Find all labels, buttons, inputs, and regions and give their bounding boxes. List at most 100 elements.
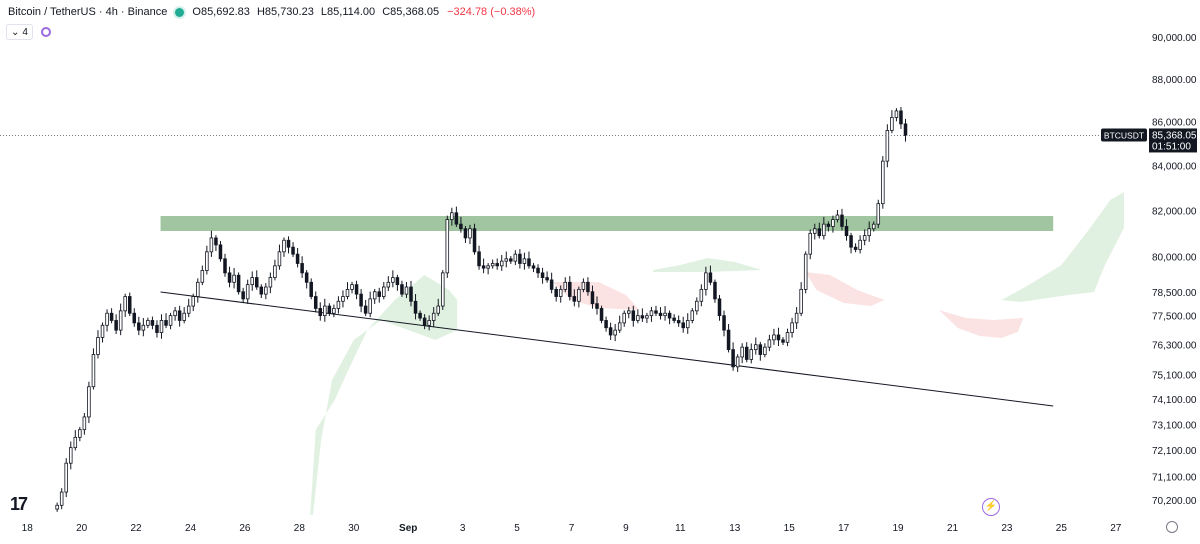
candle-up: [627, 310, 631, 314]
x-tick-label: 13: [729, 523, 741, 534]
ticker-label: BTCUSDT: [1104, 130, 1144, 140]
candle-down: [223, 258, 227, 274]
candle-down: [509, 258, 513, 262]
x-tick-label: 22: [131, 523, 143, 534]
candle-up: [64, 462, 68, 493]
candle-down: [127, 296, 132, 314]
candle-up: [749, 349, 754, 360]
symbol-legend[interactable]: Bitcoin / TetherUS · 4h · Binance O85,69…: [8, 4, 535, 20]
candle-down: [758, 344, 763, 355]
indicators-toggle[interactable]: ⌄ 4: [6, 24, 33, 40]
candle-up: [685, 320, 690, 329]
price-badge: [1149, 128, 1197, 153]
candle-up: [123, 296, 127, 312]
indicator-loading-icon[interactable]: [40, 27, 51, 37]
candle-up: [87, 386, 91, 418]
candle-down: [586, 281, 590, 293]
chevron-down-icon: ⌄: [11, 26, 20, 38]
candle-up: [186, 305, 191, 314]
y-tick-label: 88,000.00: [1152, 75, 1197, 86]
candle-up: [118, 310, 123, 331]
ticker-badge: [1101, 128, 1147, 142]
candle-up: [91, 354, 96, 388]
cloud-green-area: [1001, 192, 1124, 302]
cloud-red-area: [805, 272, 885, 306]
candle-up: [617, 322, 622, 331]
tradingview-logo-icon[interactable]: 17: [10, 494, 28, 514]
candle-down: [313, 296, 318, 309]
candle-down: [631, 310, 636, 321]
candle-down: [853, 246, 858, 250]
bolt-icon[interactable]: ⚡: [982, 498, 1000, 516]
candle-up: [196, 281, 200, 297]
candle-up: [735, 356, 740, 368]
y-tick-label: 75,100.00: [1152, 370, 1197, 381]
candle-down: [363, 305, 368, 314]
candle-down: [713, 281, 717, 300]
candle-up: [332, 308, 336, 314]
cloud-green-area: [653, 258, 762, 272]
gear-icon[interactable]: [1166, 521, 1178, 533]
candle-up: [268, 277, 273, 288]
candle-up: [794, 312, 799, 324]
candle-down: [717, 298, 722, 317]
x-tick-label: 15: [784, 523, 796, 534]
candle-down: [327, 305, 332, 314]
candle-down: [722, 315, 726, 331]
candle-down: [536, 267, 540, 274]
candle-down: [400, 284, 404, 295]
candle-up: [105, 312, 109, 326]
x-tick-label: 20: [76, 523, 88, 534]
countdown-label: 01:51:00: [1152, 141, 1191, 152]
candle-down: [459, 223, 463, 230]
candle-up: [881, 160, 885, 205]
x-tick-label: 25: [1056, 523, 1068, 534]
x-tick-label: 19: [893, 523, 905, 534]
candles: [55, 107, 908, 512]
candle-down: [599, 308, 604, 321]
candle-down: [422, 317, 427, 326]
candle-up: [858, 239, 862, 250]
candle-up: [264, 286, 268, 295]
ichimoku-cloud: [310, 192, 1124, 515]
candle-up: [159, 320, 164, 333]
candle-down: [658, 312, 663, 317]
candle-down: [527, 258, 531, 267]
candle-up: [441, 272, 445, 307]
y-tick-label: 78,500.00: [1152, 288, 1197, 299]
ohlc-values: O85,692.83 H85,730.23 L85,114.00 C85,368…: [192, 6, 443, 18]
candle-down: [676, 320, 681, 324]
candle-down: [137, 322, 141, 331]
cloud-red-area: [552, 282, 640, 310]
candle-up: [341, 296, 345, 302]
x-tick-label: 9: [623, 523, 629, 534]
y-tick-label: 76,300.00: [1152, 341, 1197, 352]
candle-down: [177, 310, 182, 321]
candle-down: [731, 349, 735, 368]
indicators-count: 4: [22, 26, 28, 38]
time-axis[interactable]: 18 20 22 24 26 28 30 Sep 3 5 7 9 11 13 15 17 19 21 23 25 27: [22, 523, 1122, 534]
candle-down: [218, 244, 223, 260]
candle-down: [155, 324, 159, 333]
candle-down: [590, 291, 595, 305]
candle-up: [468, 228, 472, 239]
candle-up: [404, 286, 409, 295]
candle-down: [654, 310, 658, 314]
candle-down: [667, 312, 672, 319]
trendline: [160, 291, 1054, 407]
symbol-title[interactable]: Bitcoin / TetherUS · 4h · Binance: [8, 6, 168, 18]
candle-down: [899, 110, 903, 125]
candle-up: [232, 274, 236, 283]
candle-up: [790, 322, 794, 333]
candle-up: [59, 491, 64, 506]
candle-up: [636, 315, 640, 321]
candle-up: [513, 253, 518, 262]
price-axis[interactable]: 90,000.00 88,000.00 86,000.00 84,000.00 82,0…: [1152, 33, 1197, 507]
candle-down: [354, 284, 359, 295]
high-value: H85,730.23: [256, 6, 314, 18]
candle-down: [150, 320, 155, 326]
candle-down: [604, 320, 608, 329]
